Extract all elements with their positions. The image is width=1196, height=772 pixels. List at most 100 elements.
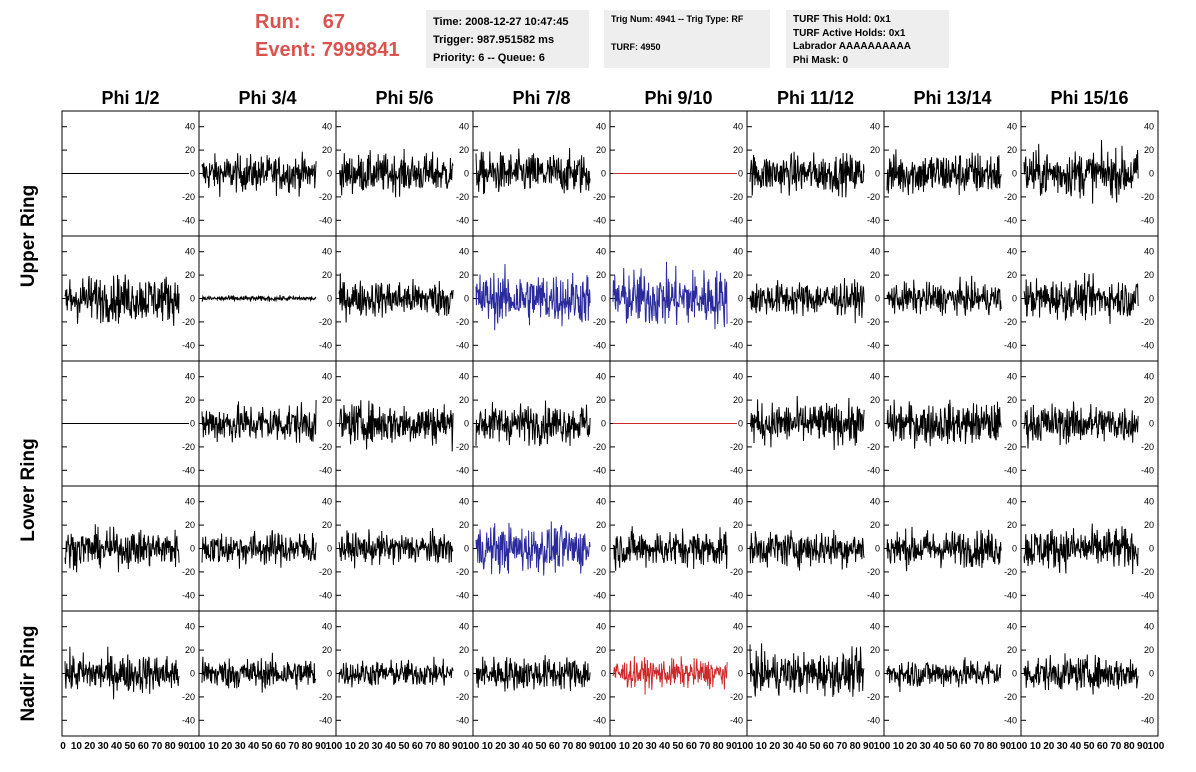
y-tick-label: 20 — [1007, 520, 1017, 530]
y-tick-label: 40 — [1007, 247, 1017, 257]
y-tick-label: 20 — [1007, 645, 1017, 655]
x-tick-label: 20 — [495, 741, 507, 752]
waveform-series — [475, 655, 591, 692]
x-tick-label: 70 — [562, 741, 574, 752]
y-tick-label: 0 — [190, 419, 195, 429]
y-tick-label: 20 — [459, 145, 469, 155]
y-tick-label: 20 — [870, 395, 880, 405]
waveform-series — [64, 524, 180, 573]
run-display: Run: 67 — [255, 11, 345, 34]
x-tick-label: 100 — [1148, 741, 1165, 752]
y-tick-label: 40 — [596, 122, 606, 132]
x-tick-label: 30 — [1057, 741, 1069, 752]
y-tick-label: 20 — [1144, 270, 1154, 280]
y-tick-label: 20 — [322, 395, 332, 405]
y-tick-label: 40 — [1144, 497, 1154, 507]
x-tick-label: 70 — [1110, 741, 1122, 752]
x-tick-label: 80 — [576, 741, 588, 752]
y-tick-label: 20 — [733, 270, 743, 280]
y-tick-label: 0 — [190, 544, 195, 554]
waveform-series — [612, 261, 728, 330]
phi-mask-line: Phi Mask: 0 — [793, 54, 849, 66]
y-tick-label: 40 — [322, 247, 332, 257]
column-title: Phi 3/4 — [238, 88, 296, 108]
trig-line: Trig Num: 4941 -- Trig Type: RF — [611, 14, 744, 24]
y-tick-label: 0 — [875, 294, 880, 304]
y-tick-label: 40 — [733, 372, 743, 382]
y-tick-label: 0 — [1149, 669, 1154, 679]
y-tick-label: -20 — [867, 442, 880, 452]
y-tick-label: 0 — [464, 544, 469, 554]
y-tick-label: 0 — [1149, 294, 1154, 304]
y-tick-label: 0 — [875, 419, 880, 429]
y-tick-label: 20 — [322, 520, 332, 530]
trig-info-box: Trig Num: 4941 -- Trig Type: RF TURF: 49… — [604, 10, 770, 68]
x-tick-label: 10 — [619, 741, 631, 752]
y-tick-label: 40 — [1144, 622, 1154, 632]
x-tick-label: 80 — [165, 741, 177, 752]
y-tick-label: 40 — [322, 372, 332, 382]
x-tick-label: 40 — [522, 741, 534, 752]
y-tick-label: 0 — [1149, 419, 1154, 429]
x-tick-label: 30 — [783, 741, 795, 752]
y-tick-label: -20 — [319, 317, 332, 327]
y-tick-label: 40 — [322, 497, 332, 507]
y-tick-label: 20 — [870, 520, 880, 530]
waveform-series — [1023, 523, 1139, 575]
waveform-series — [338, 527, 454, 569]
y-tick-label: 0 — [1012, 169, 1017, 179]
y-tick-label: -20 — [593, 567, 606, 577]
x-tick-label: 100 — [189, 741, 206, 752]
y-tick-label: 0 — [738, 669, 743, 679]
y-tick-label: 20 — [1007, 145, 1017, 155]
y-tick-label: 40 — [596, 247, 606, 257]
y-tick-label: -40 — [867, 465, 880, 475]
y-tick-label: -20 — [1004, 567, 1017, 577]
y-tick-label: 20 — [596, 395, 606, 405]
y-tick-label: 40 — [596, 622, 606, 632]
x-tick-label: 40 — [385, 741, 397, 752]
time-info-box: Time: 2008-12-27 10:47:45 Trigger: 987.9… — [426, 10, 589, 68]
x-tick-label: 20 — [1043, 741, 1055, 752]
y-tick-label: 0 — [190, 294, 195, 304]
x-tick-label: 20 — [769, 741, 781, 752]
y-tick-label: -20 — [1141, 692, 1154, 702]
x-tick-label: 50 — [398, 741, 410, 752]
waveform-series — [886, 657, 1002, 693]
x-tick-label: 40 — [796, 741, 808, 752]
y-tick-label: -20 — [456, 317, 469, 327]
y-tick-label: -40 — [182, 215, 195, 225]
waveform-series — [1023, 272, 1139, 324]
waveform-series — [201, 652, 317, 693]
y-tick-label: 40 — [1144, 372, 1154, 382]
x-tick-label: 70 — [836, 741, 848, 752]
y-tick-label: 40 — [459, 622, 469, 632]
y-tick-label: -40 — [867, 715, 880, 725]
y-tick-label: 40 — [459, 247, 469, 257]
y-tick-label: -40 — [1004, 215, 1017, 225]
y-tick-label: -40 — [730, 215, 743, 225]
y-tick-label: -20 — [319, 567, 332, 577]
y-tick-label: -40 — [593, 590, 606, 600]
x-tick-label: 60 — [1097, 741, 1109, 752]
y-tick-label: 20 — [870, 645, 880, 655]
x-tick-label: 80 — [1124, 741, 1136, 752]
y-tick-label: 20 — [733, 145, 743, 155]
y-tick-label: 40 — [459, 497, 469, 507]
y-tick-label: 0 — [601, 544, 606, 554]
y-tick-label: 0 — [875, 169, 880, 179]
x-tick-label: 90 — [726, 741, 738, 752]
x-tick-label: 20 — [84, 741, 96, 752]
x-tick-label: 30 — [920, 741, 932, 752]
y-tick-label: -40 — [1141, 465, 1154, 475]
y-tick-label: 40 — [733, 622, 743, 632]
y-tick-label: -20 — [1141, 442, 1154, 452]
y-tick-label: 40 — [185, 622, 195, 632]
x-tick-label: 40 — [659, 741, 671, 752]
labrador-line: Labrador AAAAAAAAAA — [793, 41, 911, 52]
y-tick-label: -20 — [593, 317, 606, 327]
y-tick-label: -40 — [1141, 340, 1154, 350]
waveform-series — [749, 277, 865, 324]
y-tick-label: -20 — [867, 192, 880, 202]
